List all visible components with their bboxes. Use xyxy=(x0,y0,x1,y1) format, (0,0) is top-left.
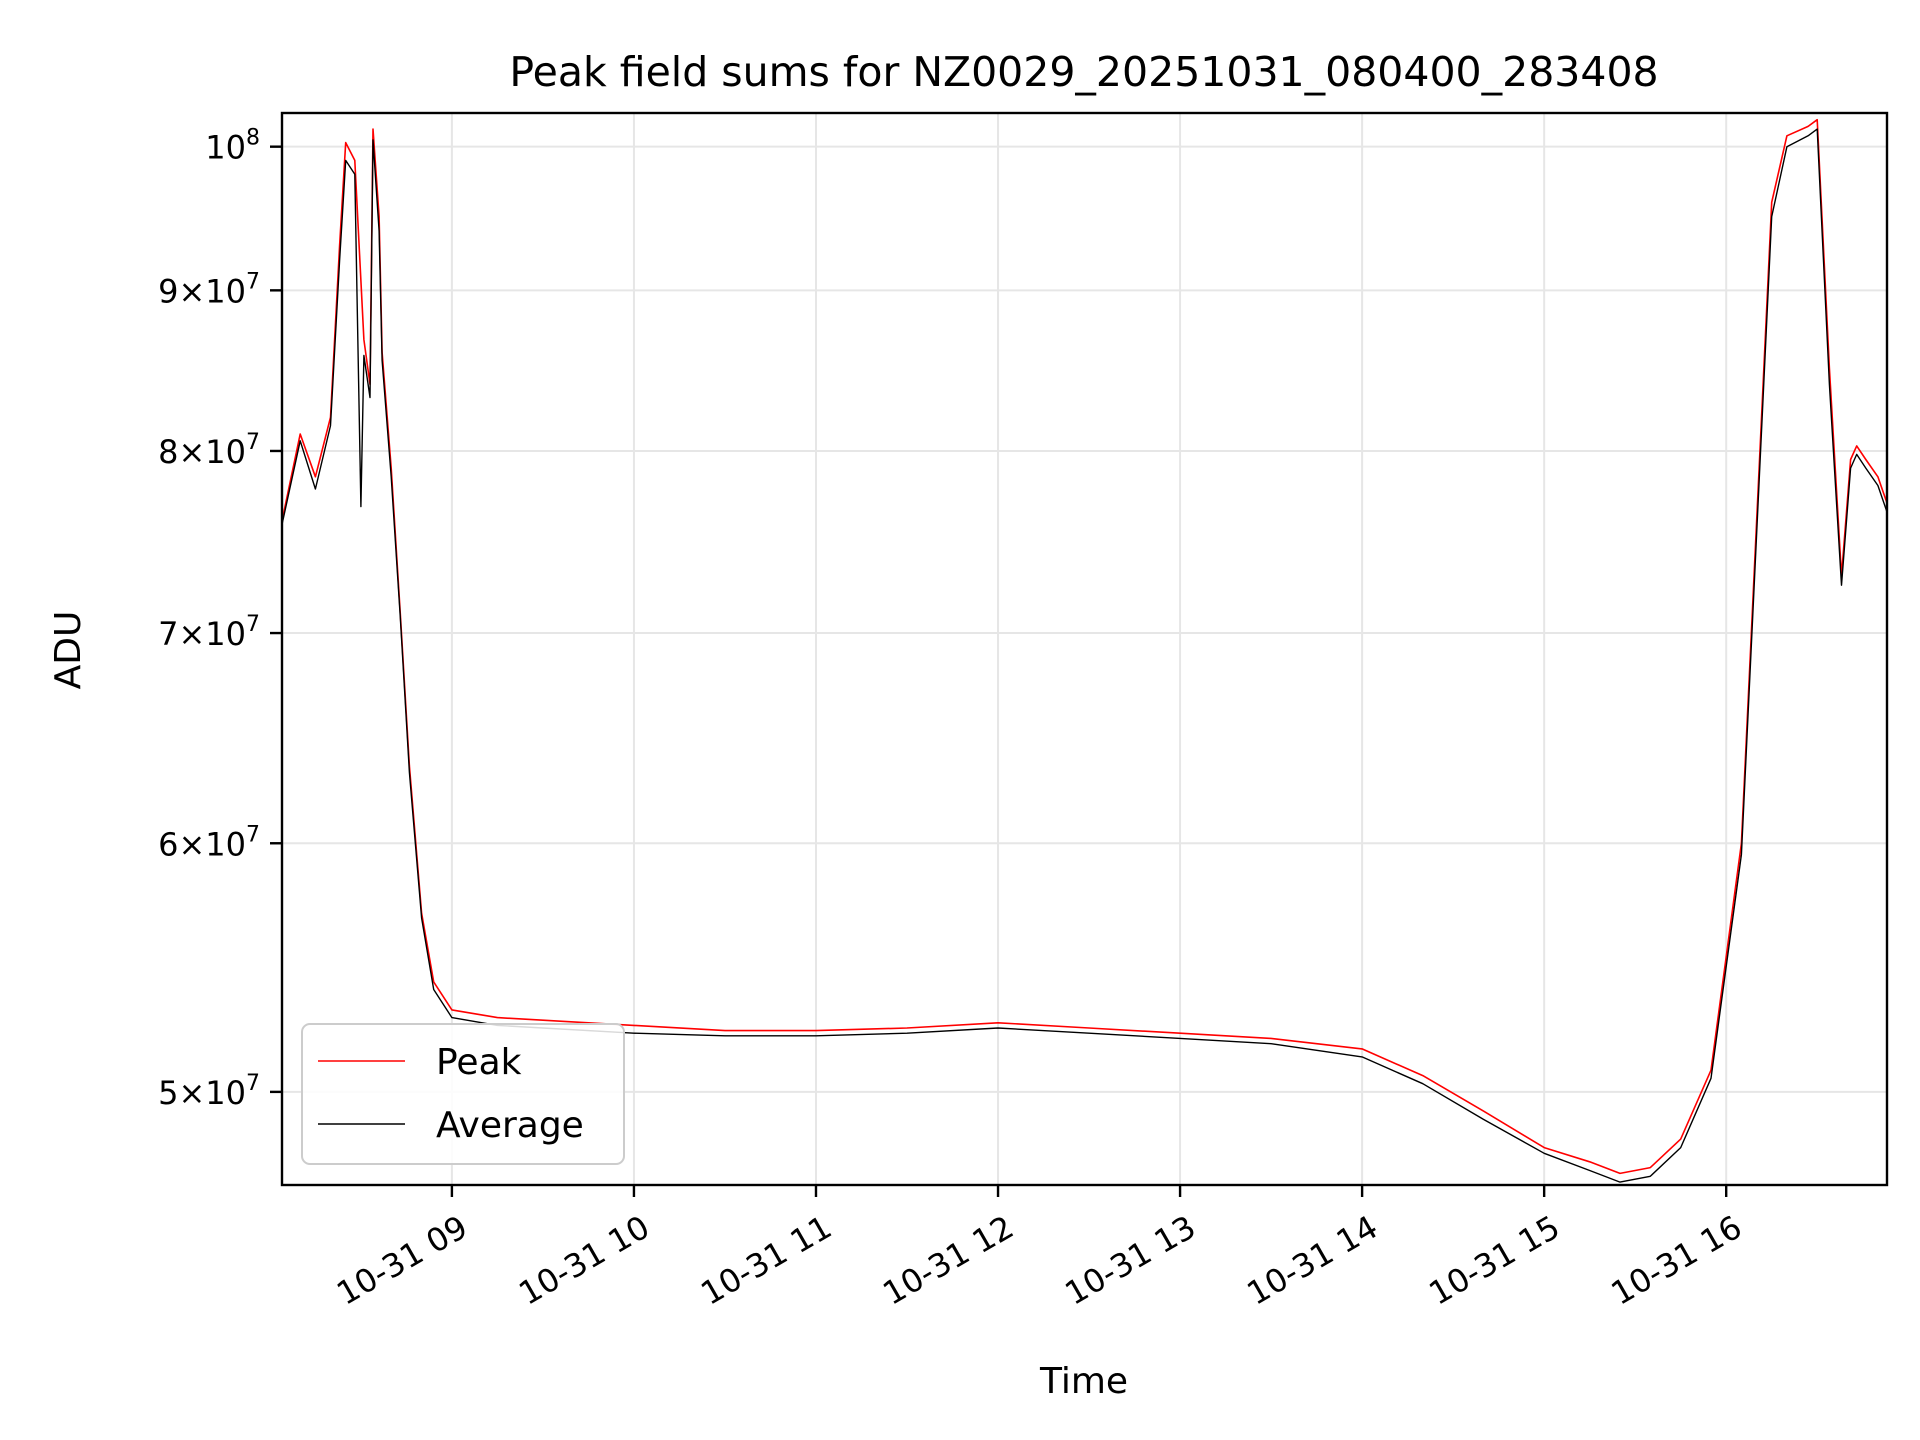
series-layer xyxy=(282,118,1887,1183)
y-tick-label: 8×107 xyxy=(158,430,260,471)
x-axis-label: Time xyxy=(1039,1361,1128,1402)
legend-label-average: Average xyxy=(436,1105,584,1146)
y-axis-label: ADU xyxy=(48,611,89,690)
series-line-average xyxy=(282,128,1887,1183)
plot-frame xyxy=(280,111,1889,1187)
grid xyxy=(282,113,1887,1185)
legend-box xyxy=(301,1023,625,1165)
y-tick-label: 5×107 xyxy=(158,1071,260,1112)
legend-label-peak: Peak xyxy=(436,1042,522,1083)
y-tick-label: 6×107 xyxy=(158,822,260,863)
y-tick-label: 9×107 xyxy=(158,269,260,310)
y-tick-label: 7×107 xyxy=(158,612,260,653)
chart-title: Peak field sums for NZ0029_20251031_0804… xyxy=(509,48,1658,96)
y-tick-label: 108 xyxy=(205,126,260,167)
legend: Peak Average xyxy=(301,1023,625,1165)
